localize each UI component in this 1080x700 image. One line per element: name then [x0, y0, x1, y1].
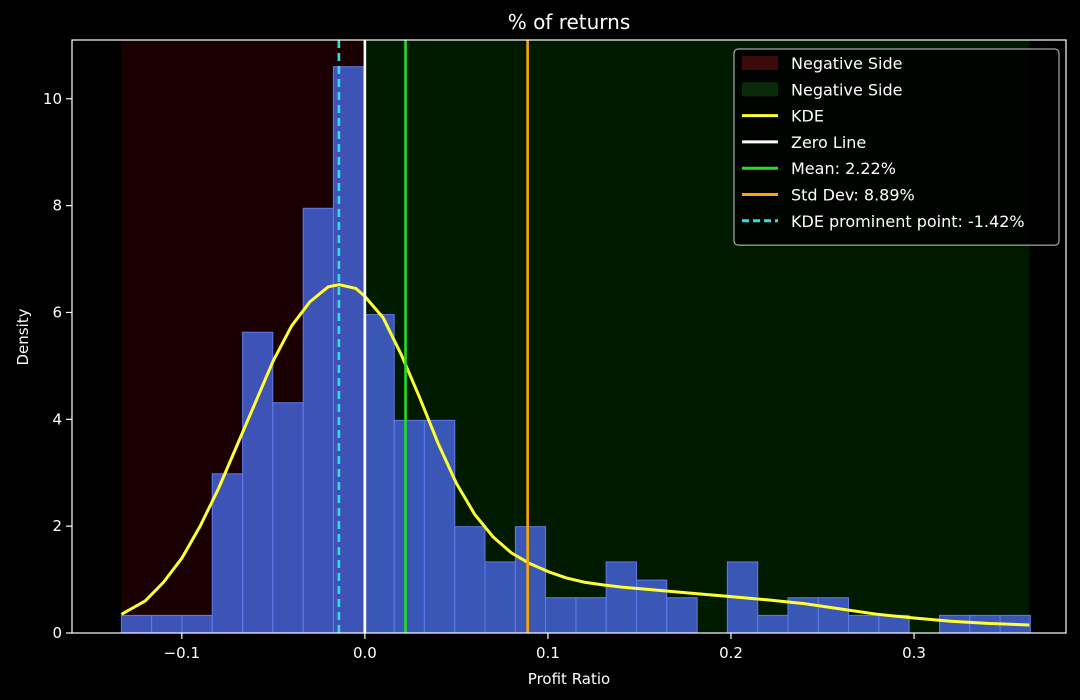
- axes-frame: [71, 39, 1067, 634]
- x-tick-label-4: 0.3: [902, 644, 926, 662]
- histogram-bar-11: [454, 526, 486, 634]
- axis-ticks: −0.1 0.0 0.1 0.2 0.3 0 2 4 6 8 10: [43, 90, 926, 662]
- y-tick-label-2: 4: [52, 410, 62, 428]
- histogram-bar-27: [939, 614, 971, 634]
- y-tick-label-4: 8: [52, 197, 62, 215]
- histogram-bar-9: [393, 419, 425, 634]
- x-tick-label-2: 0.1: [536, 644, 560, 662]
- x-tick-label-0: −0.1: [164, 644, 200, 662]
- legend-swatch-0: [742, 56, 778, 70]
- legend-label-2: KDE: [791, 107, 824, 126]
- histogram-bar-2: [181, 614, 213, 634]
- legend: Negative Side Negative Side KDE Zero Line Me…: [733, 48, 1060, 246]
- histogram-bar-18: [666, 597, 698, 634]
- x-axis-label: Profit Ratio: [528, 670, 610, 688]
- histogram-bar-8: [363, 314, 395, 634]
- histogram-bar-5: [272, 402, 304, 634]
- x-tick-label-1: 0.0: [353, 644, 377, 662]
- legend-label-3: Zero Line: [791, 133, 866, 152]
- chart-title: % of returns: [508, 10, 631, 34]
- plot-area: [120, 40, 1031, 634]
- y-axis-label: Density: [14, 308, 32, 365]
- histogram-bar-10: [423, 419, 456, 634]
- histogram-bar-14: [545, 597, 577, 634]
- histogram-bar-1: [151, 614, 183, 634]
- histogram-bar-21: [757, 614, 789, 634]
- legend-label-5: Std Dev: 8.89%: [791, 186, 915, 205]
- histogram-bar-12: [484, 561, 516, 634]
- y-tick-label-5: 10: [43, 90, 62, 108]
- y-tick-label-3: 6: [52, 303, 62, 321]
- y-tick-label-0: 0: [52, 624, 62, 642]
- legend-label-4: Mean: 2.22%: [791, 159, 896, 178]
- histogram-bar-3: [211, 473, 244, 634]
- legend-box: [733, 48, 1060, 246]
- histogram-bar-16: [605, 561, 638, 634]
- histogram-bar-6: [302, 207, 334, 634]
- histogram-bar-24: [848, 614, 880, 634]
- histogram-bar-15: [575, 597, 607, 634]
- histogram-bar-23: [817, 597, 850, 634]
- histogram-bar-4: [242, 331, 274, 634]
- x-tick-label-3: 0.2: [719, 644, 743, 662]
- legend-label-0: Negative Side: [791, 54, 903, 73]
- legend-label-6: KDE prominent point: -1.42%: [791, 212, 1025, 231]
- histogram-bar-13: [514, 526, 547, 634]
- legend-swatch-1: [742, 82, 778, 97]
- legend-label-1: Negative Side: [791, 80, 903, 99]
- y-tick-label-1: 2: [52, 517, 62, 535]
- histogram-bar-0: [120, 614, 153, 634]
- kde-line: [120, 283, 1030, 627]
